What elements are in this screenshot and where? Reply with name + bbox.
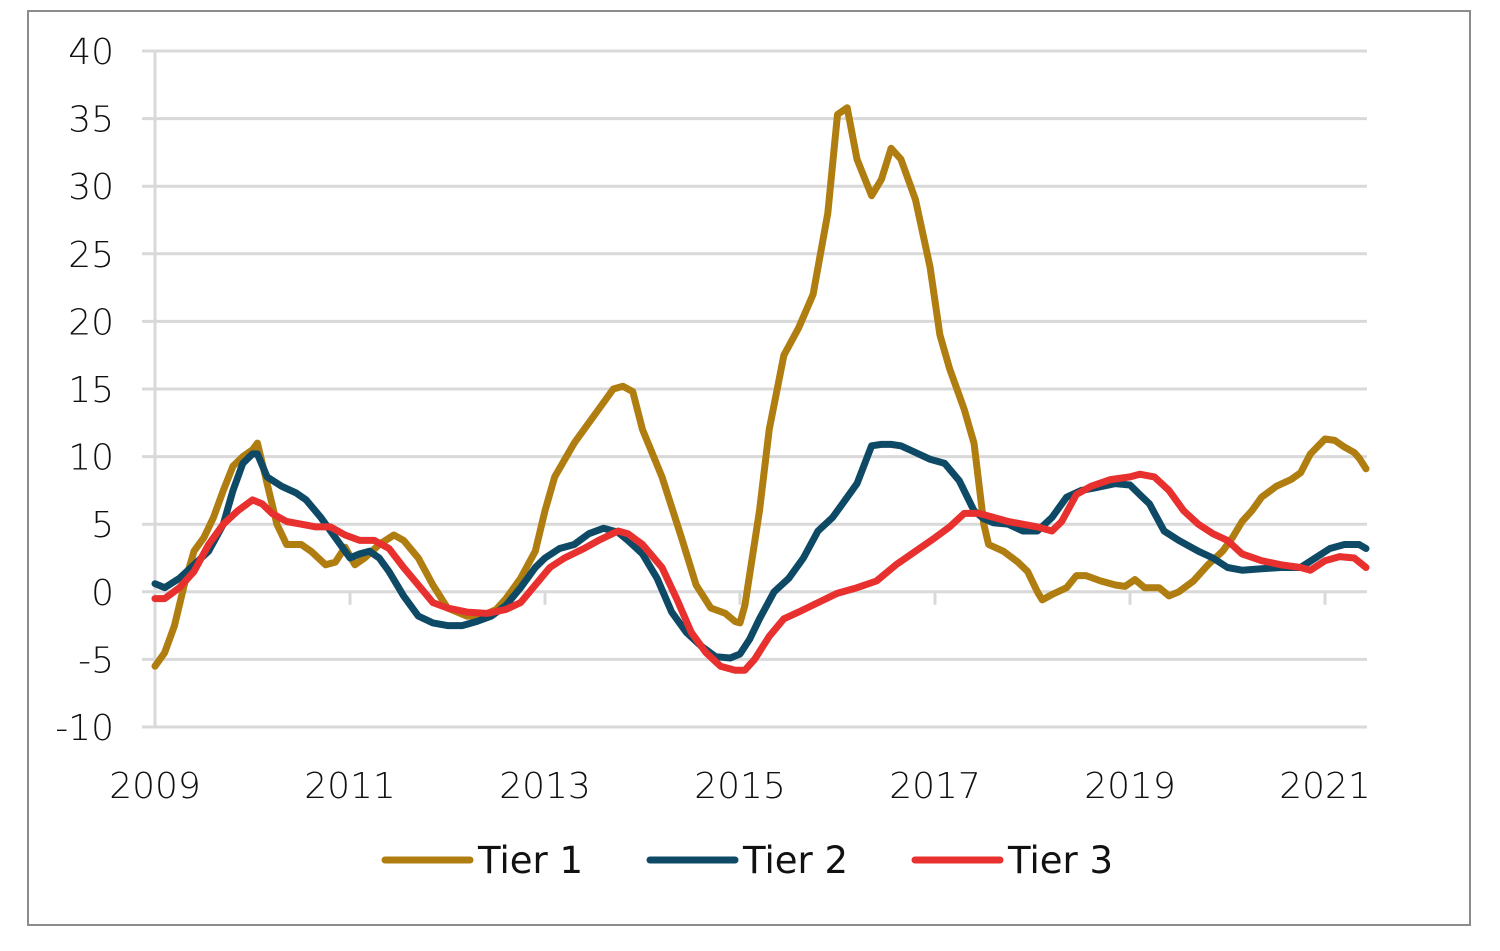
legend: Tier 1 Tier 2 Tier 3 xyxy=(381,839,1113,882)
x-tick-label: 2021 xyxy=(1279,766,1371,807)
chart-frame xyxy=(27,10,1471,926)
x-tick-label: 2009 xyxy=(109,766,201,807)
series-line-tier-3 xyxy=(151,470,1370,674)
y-tick-label: 30 xyxy=(68,167,114,208)
legend-label: Tier 1 xyxy=(477,839,583,882)
x-tick-label: 2017 xyxy=(889,766,981,807)
x-tick-label: 2013 xyxy=(499,766,591,807)
y-tick-label: -5 xyxy=(78,640,114,681)
gridlines xyxy=(142,49,1367,729)
x-tick-label: 2015 xyxy=(694,766,786,807)
y-tick-label: 35 xyxy=(68,100,114,141)
legend-label: Tier 3 xyxy=(1007,839,1113,882)
y-tick-label: 5 xyxy=(91,505,114,546)
legend-item-tier-2: Tier 2 xyxy=(646,839,848,882)
x-axis-tick-labels: 2009 2011 2013 2015 2017 2019 2021 xyxy=(109,766,1371,807)
axes xyxy=(153,51,1327,727)
y-tick-label: 0 xyxy=(91,573,114,614)
y-tick-label: -10 xyxy=(55,708,114,749)
legend-item-tier-3: Tier 3 xyxy=(911,839,1113,882)
legend-item-tier-1: Tier 1 xyxy=(381,839,583,882)
y-tick-label: 40 xyxy=(68,32,114,73)
x-tick-label: 2019 xyxy=(1084,766,1176,807)
y-tick-label: 20 xyxy=(68,302,114,343)
series-lines xyxy=(151,104,1370,674)
x-tick-label: 2011 xyxy=(304,766,396,807)
y-tick-label: 10 xyxy=(68,438,114,479)
y-tick-label: 25 xyxy=(68,235,114,276)
series-line-tier-2 xyxy=(151,440,1370,662)
y-tick-label: 15 xyxy=(68,370,114,411)
series-line-tier-1 xyxy=(151,104,1370,670)
y-axis-tick-labels: -10 -5 0 5 10 15 20 25 30 35 40 xyxy=(55,32,114,749)
legend-label: Tier 2 xyxy=(742,839,848,882)
